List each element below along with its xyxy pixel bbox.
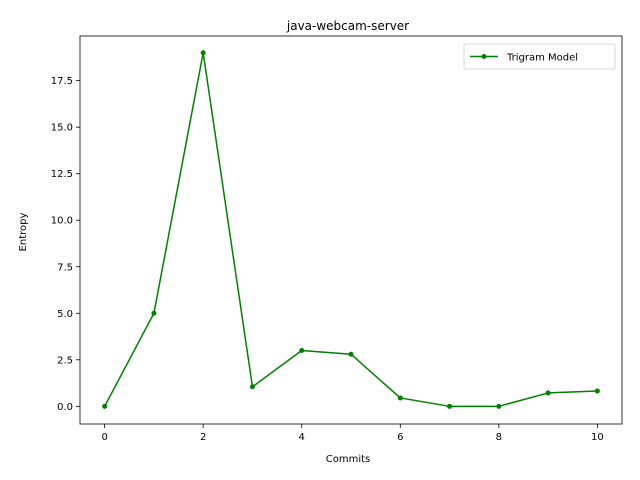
- x-tick-label: 2: [200, 432, 206, 443]
- y-tick-label: 5.0: [57, 309, 73, 320]
- series-layer: [102, 50, 600, 409]
- plot-area: [79, 35, 623, 425]
- x-tick-label: 4: [299, 432, 305, 443]
- legend: Trigram Model: [463, 43, 616, 70]
- y-tick-label: 2.5: [57, 355, 73, 366]
- data-point: [447, 403, 453, 409]
- x-axis-ticks: 0 2 4 6 8 10: [101, 424, 604, 443]
- chart-title: java-webcam-server: [286, 19, 409, 33]
- y-axis-label: Entropy: [18, 212, 29, 251]
- x-tick-label: 6: [397, 432, 403, 443]
- legend-marker-sample: [481, 54, 487, 59]
- y-tick-label: 17.5: [51, 76, 73, 87]
- legend-box: [463, 43, 616, 70]
- x-axis-label: Commits: [326, 454, 371, 465]
- data-point: [200, 50, 206, 56]
- data-point: [397, 395, 403, 401]
- y-axis-ticks: 0.0 2.5 5.0 7.5 10.0 12.5 15.0 17.5: [51, 76, 80, 413]
- data-point: [249, 384, 255, 390]
- x-tick-label: 8: [496, 432, 502, 443]
- data-point: [545, 390, 551, 396]
- data-point: [496, 403, 502, 409]
- data-point: [299, 347, 305, 353]
- axes-frame: [79, 35, 623, 425]
- data-point: [102, 403, 108, 409]
- y-tick-label: 12.5: [51, 169, 73, 180]
- y-tick-label: 15.0: [51, 123, 73, 134]
- x-tick-label: 10: [591, 432, 604, 443]
- data-point: [348, 351, 354, 357]
- y-tick-label: 7.5: [57, 262, 73, 273]
- y-tick-label: 0.0: [57, 402, 73, 413]
- x-tick-label: 0: [101, 432, 107, 443]
- legend-entry-trigram-model: Trigram Model: [506, 53, 578, 64]
- y-tick-label: 10.0: [51, 216, 73, 227]
- data-point: [151, 310, 157, 316]
- data-point: [594, 388, 600, 394]
